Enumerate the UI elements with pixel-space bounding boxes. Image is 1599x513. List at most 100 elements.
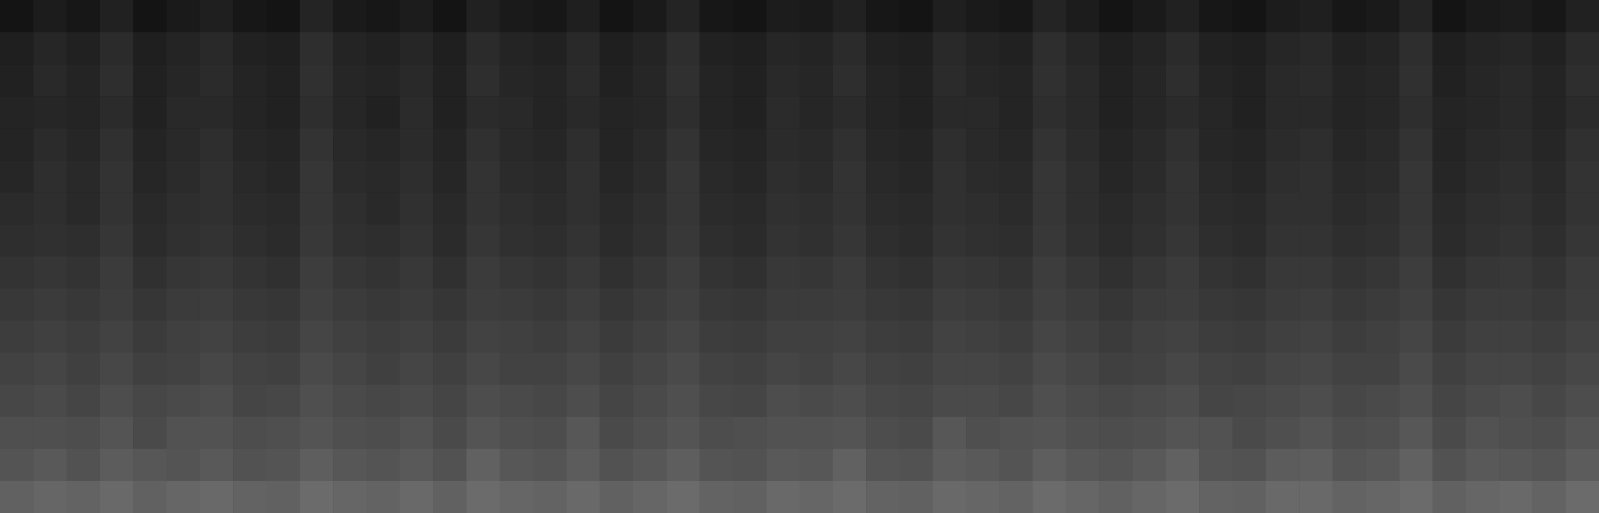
cell	[933, 481, 967, 513]
cell	[1299, 96, 1333, 129]
cell	[33, 128, 67, 161]
cell	[1366, 321, 1400, 354]
cell	[966, 417, 1000, 450]
cell	[300, 353, 334, 386]
cell	[1066, 321, 1100, 354]
cell	[1066, 289, 1100, 322]
cell	[233, 353, 267, 386]
cell	[300, 417, 334, 450]
cell	[1432, 64, 1466, 97]
cell	[1166, 32, 1200, 65]
cell	[1233, 481, 1267, 513]
cell	[300, 128, 334, 161]
cell	[1233, 192, 1267, 225]
cell	[766, 257, 800, 290]
cell	[766, 417, 800, 450]
cell	[899, 160, 933, 193]
cell	[1399, 321, 1433, 354]
cell	[33, 353, 67, 386]
cell	[1099, 192, 1133, 225]
cell	[633, 321, 667, 354]
cell	[333, 417, 367, 450]
cell	[733, 353, 767, 386]
cell	[1566, 257, 1599, 290]
cell	[1532, 128, 1566, 161]
cell	[267, 96, 301, 129]
cell	[1333, 0, 1367, 33]
cell	[0, 128, 34, 161]
cell	[267, 0, 301, 33]
cell	[999, 224, 1033, 257]
cell	[566, 289, 600, 322]
cell	[1033, 32, 1067, 65]
cell	[566, 417, 600, 450]
cell	[1099, 128, 1133, 161]
cell	[700, 257, 734, 290]
cell	[1333, 96, 1367, 129]
cell	[1233, 64, 1267, 97]
cells	[0, 0, 1599, 513]
cell	[1199, 385, 1233, 418]
cell	[433, 32, 467, 65]
cell	[800, 385, 834, 418]
cell	[333, 0, 367, 33]
cell	[1466, 257, 1500, 290]
cell	[200, 321, 234, 354]
cell	[1399, 481, 1433, 513]
cell	[966, 481, 1000, 513]
cell	[866, 32, 900, 65]
cell	[1066, 64, 1100, 97]
cell	[1199, 0, 1233, 33]
cell	[566, 0, 600, 33]
cell	[1299, 160, 1333, 193]
cell	[1299, 417, 1333, 450]
cell	[1299, 64, 1333, 97]
cell	[1199, 321, 1233, 354]
cell	[899, 257, 933, 290]
cell	[966, 224, 1000, 257]
cell	[1466, 289, 1500, 322]
cell	[1333, 321, 1367, 354]
cell	[1566, 353, 1599, 386]
cell	[200, 64, 234, 97]
cell	[1066, 481, 1100, 513]
cell	[533, 417, 567, 450]
cell	[1166, 417, 1200, 450]
cell	[300, 257, 334, 290]
cell	[1566, 224, 1599, 257]
cell	[100, 32, 134, 65]
cell	[600, 0, 634, 33]
cell	[1266, 224, 1300, 257]
cell	[899, 192, 933, 225]
cell	[833, 192, 867, 225]
cell	[533, 321, 567, 354]
cell	[1033, 417, 1067, 450]
cell	[167, 96, 201, 129]
cell	[1099, 0, 1133, 33]
cell	[500, 160, 534, 193]
cell	[33, 64, 67, 97]
cell	[33, 321, 67, 354]
cell	[600, 481, 634, 513]
cell	[1166, 257, 1200, 290]
cell	[1399, 96, 1433, 129]
cell	[1033, 481, 1067, 513]
cell	[533, 481, 567, 513]
cell	[633, 385, 667, 418]
cell	[999, 192, 1033, 225]
cell	[1133, 417, 1167, 450]
cell	[533, 96, 567, 129]
cell	[833, 0, 867, 33]
cell	[133, 160, 167, 193]
cell	[267, 32, 301, 65]
cell	[1166, 353, 1200, 386]
cell	[933, 64, 967, 97]
cell	[933, 96, 967, 129]
cell	[1266, 0, 1300, 33]
cell	[0, 257, 34, 290]
cell	[1066, 32, 1100, 65]
cell	[766, 192, 800, 225]
cell	[1499, 449, 1533, 482]
cell	[466, 289, 500, 322]
cell	[366, 449, 400, 482]
